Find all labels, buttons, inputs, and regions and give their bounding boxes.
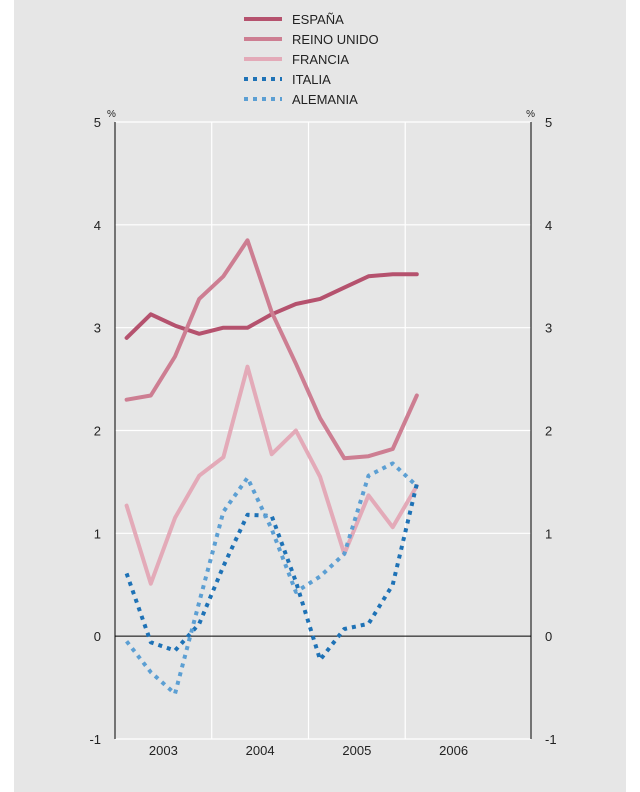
y-unit-right: % [526,109,535,120]
y-tick-label-right: 3 [545,321,552,336]
y-tick-label-left: 2 [94,424,101,439]
y-tick-label-left: 0 [94,629,101,644]
y-tick-label-left: -1 [89,732,101,747]
chart-panel: -1 -1 0 0 1 1 2 2 3 3 4 4 5 5%% 2003 2004 2005 2006 ESPAÑ… [14,0,626,792]
legend-label: ESPAÑA [292,12,344,27]
series-line-francia [124,364,419,586]
y-tick-label-left: 5 [94,115,101,130]
grid-layer [115,121,531,740]
series-line-reino-unido [124,238,419,461]
y-tick-label-right: 1 [545,526,552,541]
y-tick-label-right: 0 [545,629,552,644]
y-tick-label-left: 3 [94,321,101,336]
legend-label: ITALIA [292,72,331,87]
y-unit-left: % [107,109,116,120]
series-layer [124,238,419,696]
x-tick-label: 2004 [246,743,275,758]
line-chart: -1 -1 0 0 1 1 2 2 3 3 4 4 5 5% % 2003 2004 2005 2006 ESPAÑ… [89,12,556,758]
y-tick-label-right: 2 [545,424,552,439]
y-tick-label-right: 4 [545,218,552,233]
series-line-alemania [125,461,419,696]
x-tick-label: 2005 [342,743,371,758]
axis-layer: -1 -1 0 0 1 1 2 2 3 3 4 4 5 5% % 2003 2004 2005 2006 [89,109,556,758]
y-tick-label-left: 4 [94,218,101,233]
legend-label: REINO UNIDO [292,32,379,47]
y-tick-label-right: -1 [545,732,557,747]
legend-label: ALEMANIA [292,92,358,107]
legend: ESPAÑA REINO UNIDO FRANCIA ITALIA ALEMANIA [244,12,379,107]
series-line-italia [124,483,419,662]
x-tick-label: 2003 [149,743,178,758]
x-tick-label: 2006 [439,743,468,758]
y-tick-label-left: 1 [94,526,101,541]
y-tick-label-right: 5 [545,115,552,130]
legend-label: FRANCIA [292,52,349,67]
